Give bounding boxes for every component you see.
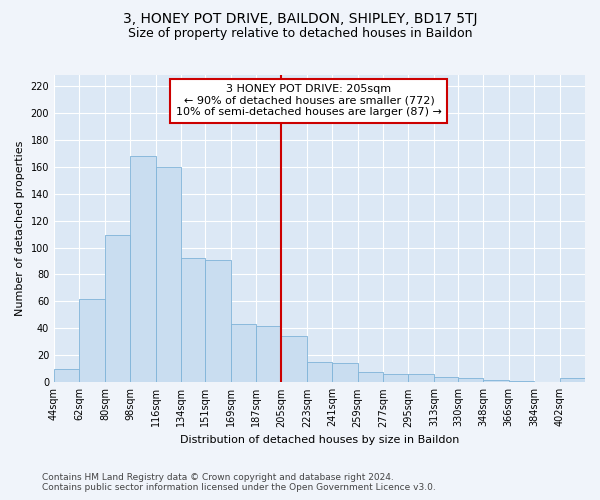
Bar bbox=[358, 372, 383, 382]
Bar bbox=[383, 374, 409, 382]
Bar bbox=[205, 260, 230, 382]
Bar bbox=[256, 326, 281, 382]
Text: Contains public sector information licensed under the Open Government Licence v3: Contains public sector information licen… bbox=[42, 484, 436, 492]
Bar bbox=[409, 374, 434, 382]
Bar bbox=[181, 258, 205, 382]
Bar bbox=[307, 362, 332, 382]
Text: Size of property relative to detached houses in Baildon: Size of property relative to detached ho… bbox=[128, 28, 472, 40]
Bar bbox=[156, 166, 181, 382]
Bar bbox=[79, 298, 105, 382]
Bar bbox=[484, 380, 509, 382]
Y-axis label: Number of detached properties: Number of detached properties bbox=[15, 141, 25, 316]
Bar bbox=[509, 381, 534, 382]
Text: 3 HONEY POT DRIVE: 205sqm
← 90% of detached houses are smaller (772)
10% of semi: 3 HONEY POT DRIVE: 205sqm ← 90% of detac… bbox=[176, 84, 442, 117]
Text: Contains HM Land Registry data © Crown copyright and database right 2024.: Contains HM Land Registry data © Crown c… bbox=[42, 474, 394, 482]
Bar bbox=[560, 378, 585, 382]
Bar bbox=[105, 236, 130, 382]
X-axis label: Distribution of detached houses by size in Baildon: Distribution of detached houses by size … bbox=[180, 435, 459, 445]
Bar bbox=[54, 369, 79, 382]
Bar bbox=[332, 364, 358, 382]
Bar bbox=[458, 378, 484, 382]
Bar bbox=[434, 377, 458, 382]
Bar bbox=[130, 156, 156, 382]
Text: 3, HONEY POT DRIVE, BAILDON, SHIPLEY, BD17 5TJ: 3, HONEY POT DRIVE, BAILDON, SHIPLEY, BD… bbox=[123, 12, 477, 26]
Bar bbox=[281, 336, 307, 382]
Bar bbox=[230, 324, 256, 382]
